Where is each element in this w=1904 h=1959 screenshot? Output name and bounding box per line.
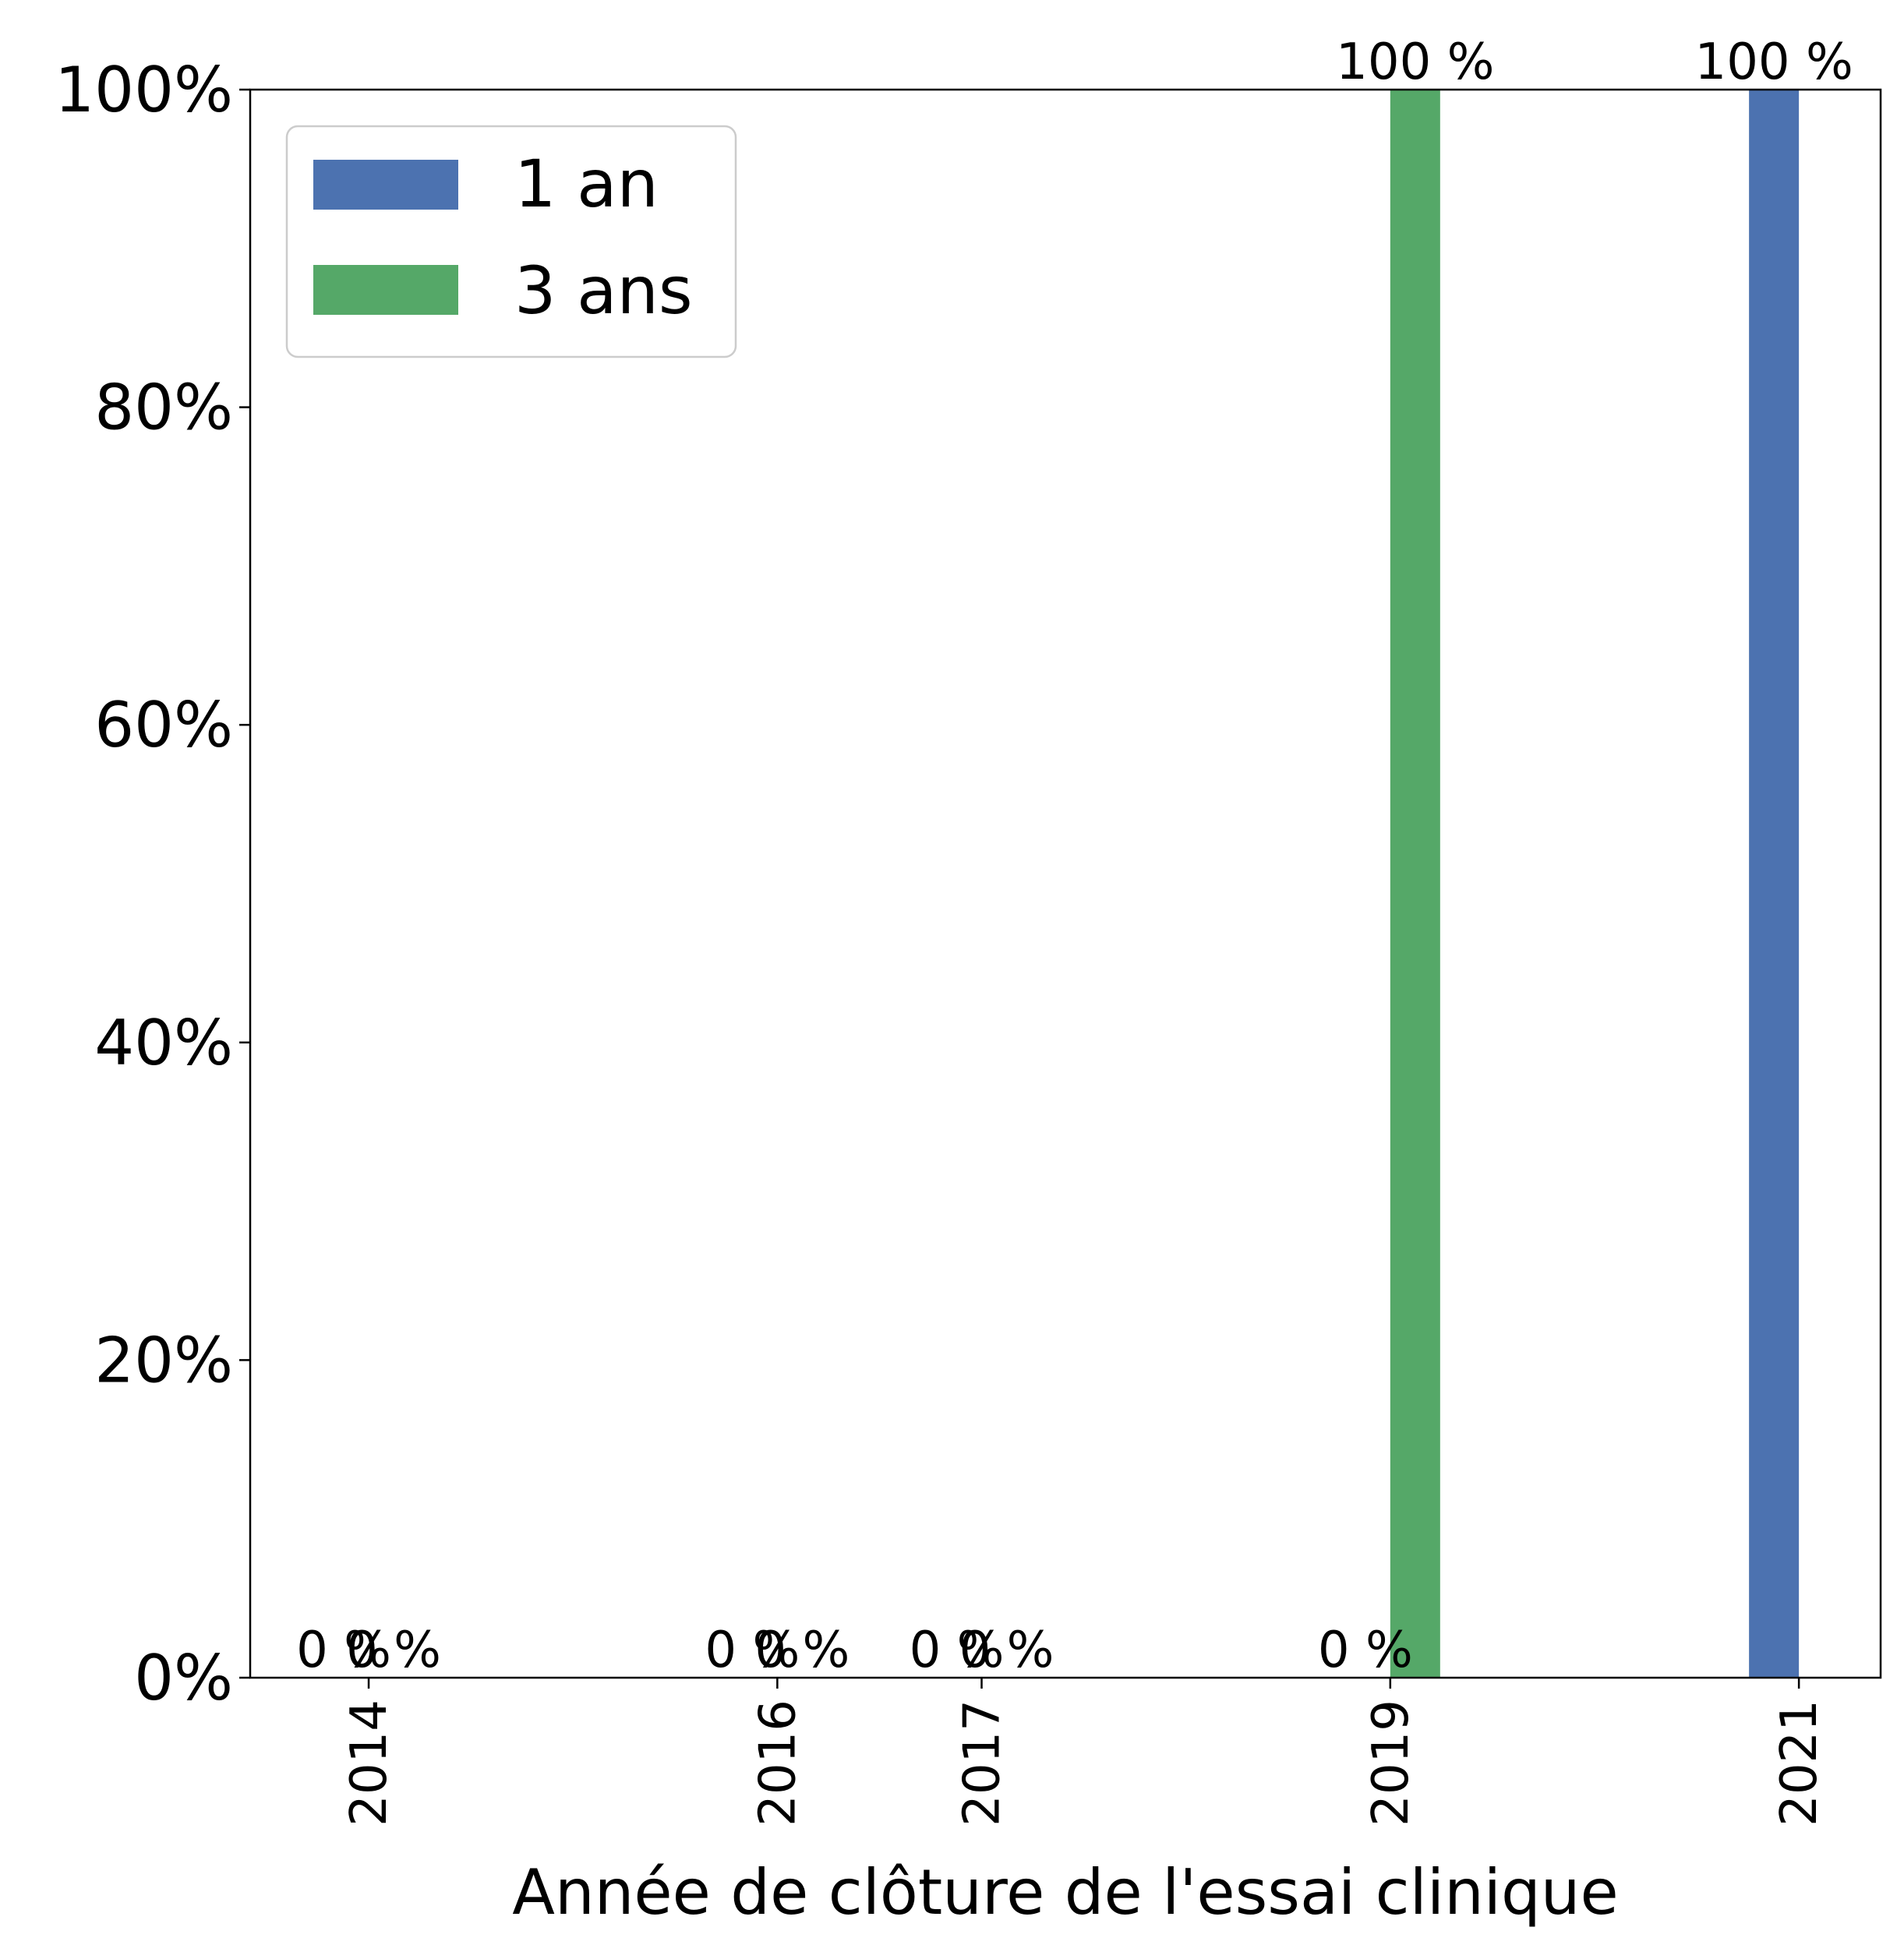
bar-1-an-2021 [1749, 90, 1800, 1678]
x-tick-label: 2016 [749, 1700, 807, 1827]
bars [1390, 90, 1800, 1678]
x-tick-label: 2014 [341, 1700, 398, 1827]
y-tick-label: 40% [94, 1007, 233, 1079]
bar-label-1-an-2021: 100 % [1694, 34, 1853, 91]
y-axis: 0% 20% 40% 60% 80% 100% [55, 54, 250, 1714]
x-tick-label: 2021 [1771, 1700, 1828, 1827]
bar-3-ans-2019 [1390, 90, 1440, 1678]
x-axis-label: Année de clôture de l'essai clinique [512, 1856, 1618, 1929]
y-tick-label: 0% [134, 1642, 233, 1714]
legend: 1 an 3 ans [285, 125, 737, 358]
bar-label-3-ans-2019: 100 % [1336, 34, 1494, 91]
bar-label-1-an-2019: 0 % [1318, 1622, 1413, 1679]
y-tick-label: 80% [94, 372, 233, 444]
x-tick-label: 2019 [1362, 1700, 1420, 1827]
x-tick-label: 2017 [954, 1700, 1012, 1827]
plot-frame [249, 88, 1882, 1679]
y-tick-label: 60% [94, 689, 233, 761]
bar-labels: 0 % 0 % 0 % 0 %100 %0 % 0 % 0 %100 % [296, 34, 1853, 1679]
bar-label-1-an-2014: 0 % [296, 1622, 391, 1679]
bar-label-3-ans-2016: 0 % [754, 1622, 850, 1679]
bar-label-3-ans-2017: 0 % [959, 1622, 1054, 1679]
y-tick-label: 20% [94, 1324, 233, 1396]
y-tick-label: 100% [55, 54, 233, 126]
bar-label-1-an-2017: 0 % [910, 1622, 1005, 1679]
x-axis: 2014 2016 2017 2019 2021 [341, 1678, 1828, 1827]
legend-label-1-an: 1 an [514, 146, 659, 222]
legend-label-3-ans: 3 ans [514, 252, 693, 329]
legend-swatch-1-an [313, 160, 458, 210]
bar-label-3-ans-2014: 0 % [346, 1622, 441, 1679]
bar-label-1-an-2016: 0 % [705, 1622, 800, 1679]
legend-swatch-3-ans [313, 265, 458, 315]
